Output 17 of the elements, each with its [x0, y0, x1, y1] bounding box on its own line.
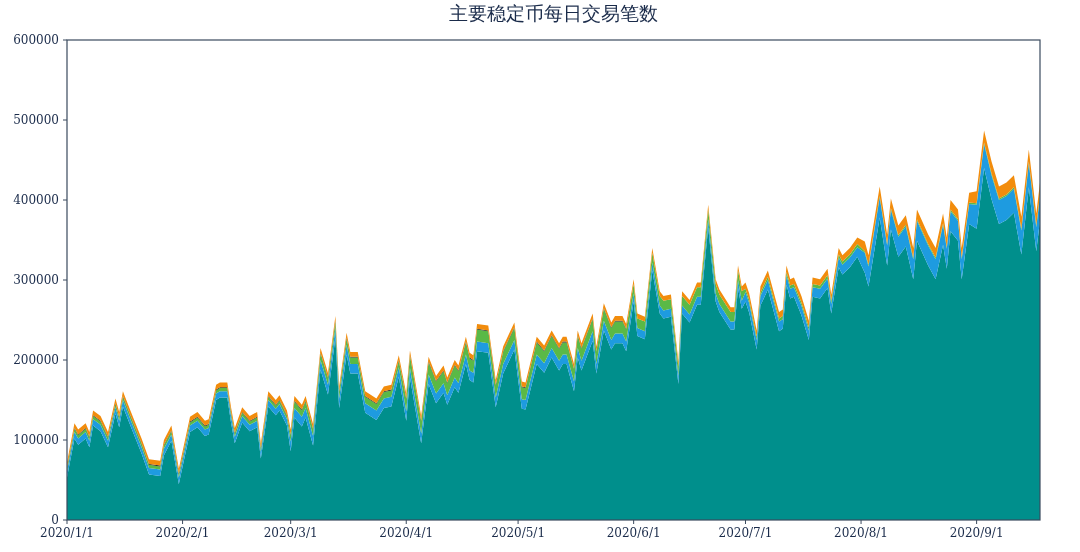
x-tick-label: 2020/9/1: [949, 526, 1004, 540]
x-tick-label: 2020/6/1: [606, 526, 661, 540]
y-tick-label: 100000: [13, 433, 59, 447]
y-tick-label: 300000: [13, 273, 59, 287]
x-tick-label: 2020/7/1: [718, 526, 773, 540]
y-tick-label: 400000: [13, 193, 59, 207]
y-tick-label: 500000: [13, 113, 59, 127]
chart-title: 主要稳定币每日交易笔数: [449, 2, 658, 24]
x-tick-label: 2020/1/1: [40, 526, 94, 540]
x-tick-label: 2020/4/1: [379, 526, 434, 540]
y-tick-label: 600000: [13, 33, 59, 47]
x-tick-label: 2020/2/1: [155, 526, 210, 540]
x-tick-label: 2020/5/1: [491, 526, 546, 540]
y-tick-label: 0: [51, 513, 59, 527]
y-tick-label: 200000: [13, 353, 59, 367]
x-tick-label: 2020/8/1: [834, 526, 889, 540]
x-tick-label: 2020/3/1: [263, 526, 318, 540]
